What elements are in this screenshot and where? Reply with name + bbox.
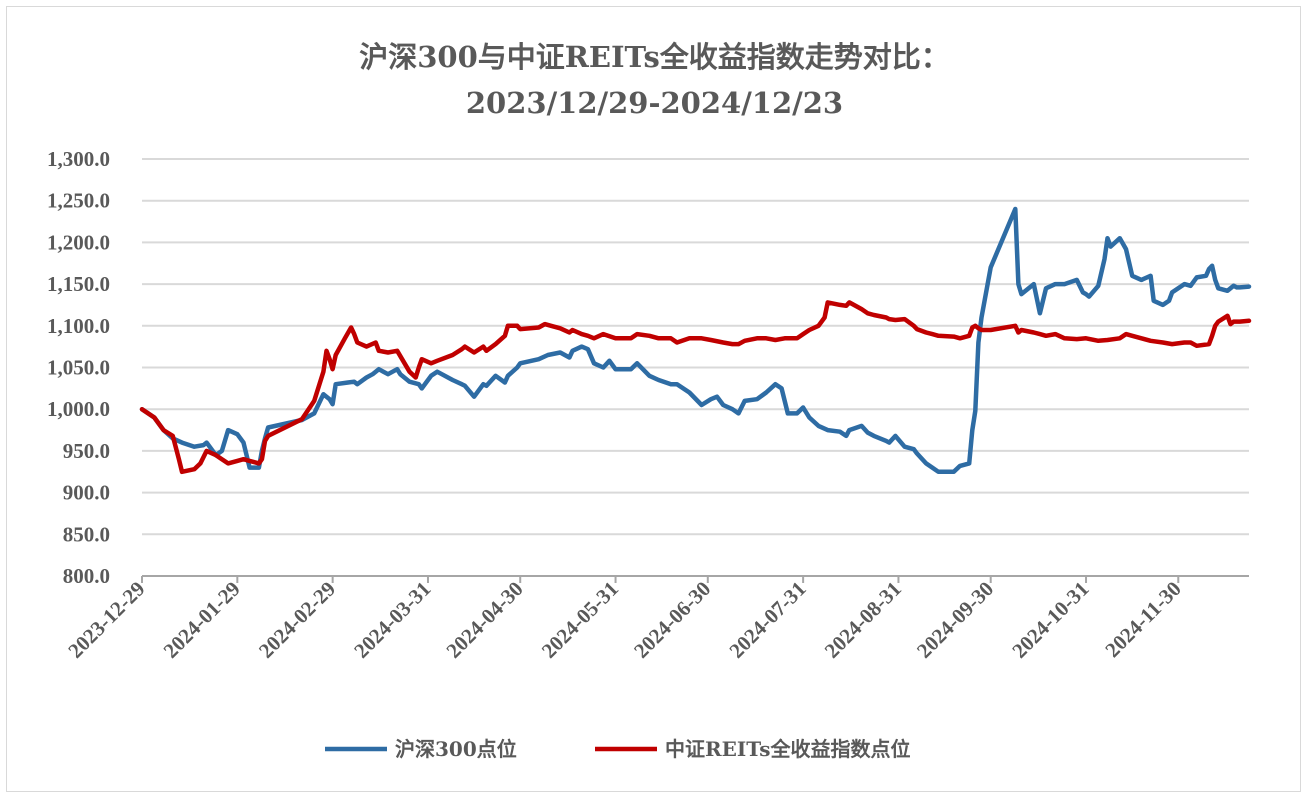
y-tick-label: 1,250.0 <box>47 189 110 213</box>
y-tick-label: 950.0 <box>63 439 110 463</box>
x-tick-label: 2024-03-31 <box>349 577 435 663</box>
series-line-reits <box>139 300 1252 475</box>
x-tick-label: 2024-04-30 <box>441 577 527 663</box>
y-tick-label: 800.0 <box>63 564 110 588</box>
series-lines <box>139 206 1252 475</box>
y-tick-label: 1,100.0 <box>47 314 110 338</box>
x-tick-label: 2024-08-31 <box>820 577 906 663</box>
x-axis: 2023-12-29 2024-01-29 2024-02-29 2024-03-31… <box>63 575 1249 663</box>
legend-label: 沪深300点位 <box>395 737 517 761</box>
x-tick-label: 2024-09-30 <box>912 577 998 663</box>
y-axis-tick-labels: 800.0 850.0 900.0 950.0 1,000.0 1,050.0 1,100.… <box>47 147 110 588</box>
y-tick-label: 900.0 <box>63 481 110 505</box>
x-tick-label: 2024-07-31 <box>724 577 810 663</box>
y-tick-label: 1,200.0 <box>47 230 110 254</box>
y-tick-label: 1,150.0 <box>47 272 110 296</box>
y-tick-label: 850.0 <box>63 522 110 546</box>
x-tick-label: 2023-12-29 <box>63 577 149 663</box>
chart-title: 沪深300与中证REITs全收益指数走势对比： 2023/12/29-2024/… <box>0 34 1309 126</box>
chart-title-line1: 沪深300与中证REITs全收益指数走势对比： <box>359 40 950 74</box>
x-tick-label: 2024-05-31 <box>537 577 623 663</box>
x-tick-label: 2024-01-29 <box>159 577 245 663</box>
x-tick-label: 2024-10-31 <box>1007 577 1093 663</box>
y-tick-label: 1,300.0 <box>47 147 110 171</box>
gridlines <box>142 158 1249 536</box>
legend-label: 中证REITs全收益指数点位 <box>665 737 911 761</box>
x-tick-label: 2024-06-30 <box>629 577 715 663</box>
x-tick-label: 2024-02-29 <box>254 577 340 663</box>
legend: 沪深300点位 中证REITs全收益指数点位 <box>325 737 911 761</box>
series-line-hs300 <box>139 206 1252 475</box>
chart-frame <box>6 6 1301 792</box>
x-tick-label: 2024-11-30 <box>1100 577 1185 662</box>
chart-title-line2: 2023/12/29-2024/12/23 <box>465 86 844 120</box>
y-tick-label: 1,000.0 <box>47 397 110 421</box>
y-tick-label: 1,050.0 <box>47 356 110 380</box>
